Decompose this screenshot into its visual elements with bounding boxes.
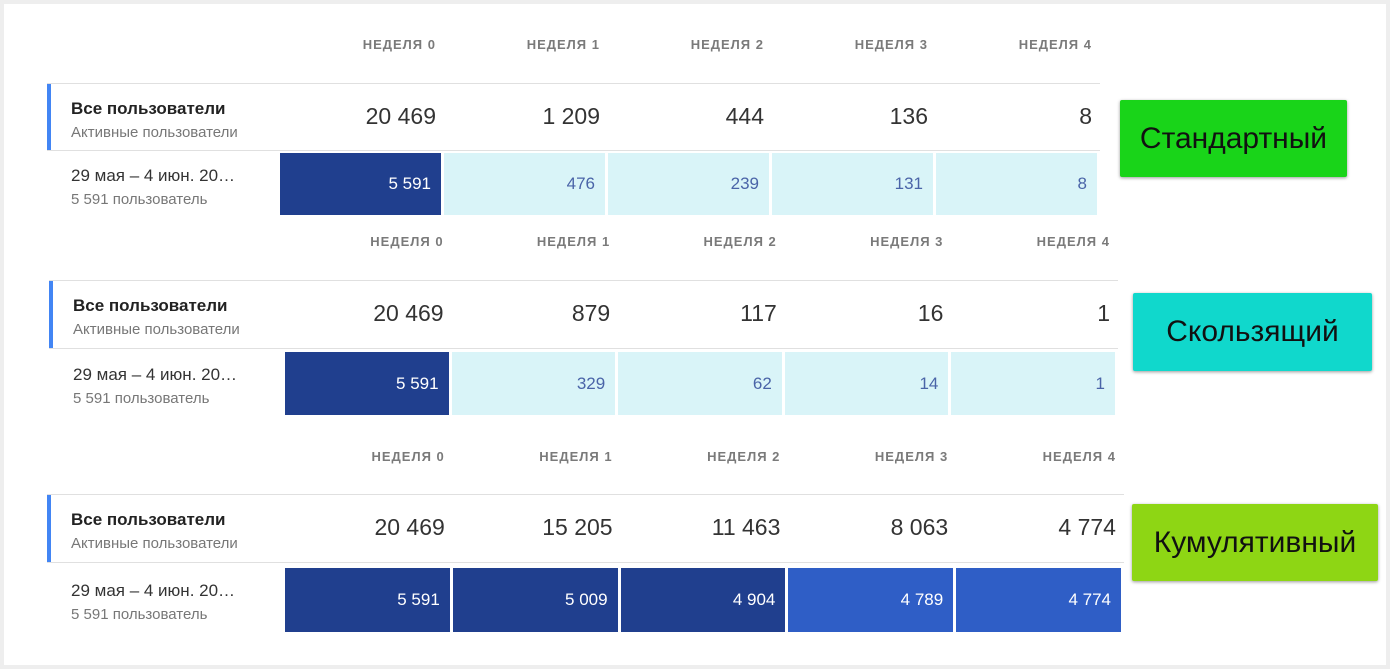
column-header: НЕДЕЛЯ 2 — [690, 37, 764, 52]
mode-label: Скользящий — [1133, 293, 1372, 371]
mode-label: Стандартный — [1120, 100, 1347, 177]
cohort-cell: 1 — [951, 352, 1115, 415]
summary-value: 20 469 — [365, 103, 436, 129]
cohort-subtitle: 5 591 пользователь — [71, 606, 208, 623]
cohort-cell: 5 009 — [452, 568, 618, 632]
cohort-cell: 5 591 — [285, 352, 449, 415]
summary-value: 16 — [917, 300, 944, 326]
column-header: НЕДЕЛЯ 3 — [874, 449, 949, 464]
summary-value: 879 — [571, 300, 611, 326]
cohort-cell: 62 — [618, 352, 782, 415]
cohort-title: 29 мая – 4 июн. 20… — [71, 581, 236, 600]
cohort-cell: 329 — [451, 352, 616, 415]
summary-value: 444 — [725, 103, 764, 129]
column-header: НЕДЕЛЯ 0 — [371, 449, 445, 464]
summary-value: 117 — [740, 300, 777, 326]
accent-bar — [47, 495, 51, 562]
column-header: НЕДЕЛЯ 4 — [1036, 234, 1110, 249]
cohort-cell: 5 591 — [280, 153, 441, 215]
summary-value: 11 463 — [711, 514, 781, 540]
cohort-cell: 239 — [608, 153, 769, 215]
summary-value: 20 469 — [374, 514, 445, 540]
row-subtitle: Активные пользователи — [73, 321, 240, 338]
summary-value: 136 — [889, 103, 928, 129]
column-header: НЕДЕЛЯ 2 — [707, 449, 781, 464]
summary-value: 20 469 — [373, 300, 444, 326]
cohort-cell: 476 — [444, 153, 605, 215]
cohort-cell: 4 789 — [788, 568, 954, 632]
cohort-cell: 4 774 — [956, 568, 1121, 632]
row-subtitle: Активные пользователи — [71, 124, 238, 141]
summary-value: 15 205 — [542, 514, 613, 540]
column-header: НЕДЕЛЯ 4 — [1018, 37, 1092, 52]
row-title: Все пользователи — [71, 99, 226, 118]
summary-value: 8 — [1079, 103, 1092, 129]
row-title: Все пользователи — [73, 296, 228, 315]
column-header: НЕДЕЛЯ 3 — [870, 234, 944, 249]
cohort-cell: 14 — [784, 352, 949, 415]
divider — [47, 150, 1100, 151]
divider — [49, 280, 1118, 281]
cohort-subtitle: 5 591 пользователь — [73, 390, 210, 407]
cohort-cell: 5 591 — [285, 568, 450, 632]
cohort-cell: 131 — [772, 153, 933, 215]
column-header: НЕДЕЛЯ 1 — [539, 449, 613, 464]
column-header: НЕДЕЛЯ 0 — [370, 234, 444, 249]
column-header: НЕДЕЛЯ 1 — [526, 37, 600, 52]
cohort-cell: 4 904 — [620, 568, 786, 632]
accent-bar — [47, 84, 51, 150]
divider — [49, 348, 1118, 349]
column-header: НЕДЕЛЯ 4 — [1042, 449, 1116, 464]
cohort-title: 29 мая – 4 июн. 20… — [73, 365, 238, 384]
divider — [47, 83, 1100, 84]
summary-value: 4 774 — [1058, 514, 1116, 540]
column-header: НЕДЕЛЯ 1 — [536, 234, 611, 249]
cohort-subtitle: 5 591 пользователь — [71, 191, 208, 208]
divider — [47, 562, 1124, 563]
summary-value: 1 209 — [542, 103, 600, 129]
column-header: НЕДЕЛЯ 3 — [854, 37, 928, 52]
cohort-title: 29 мая – 4 июн. 20… — [71, 166, 236, 185]
accent-bar — [49, 281, 53, 348]
column-header: НЕДЕЛЯ 0 — [362, 37, 436, 52]
row-subtitle: Активные пользователи — [71, 535, 238, 552]
mode-label: Кумулятивный — [1132, 504, 1378, 581]
row-title: Все пользователи — [71, 510, 226, 529]
summary-value: 1 — [1097, 300, 1110, 326]
column-header: НЕДЕЛЯ 2 — [703, 234, 777, 249]
divider — [47, 494, 1124, 495]
summary-value: 8 063 — [890, 514, 949, 540]
cohort-cell: 8 — [936, 153, 1097, 215]
